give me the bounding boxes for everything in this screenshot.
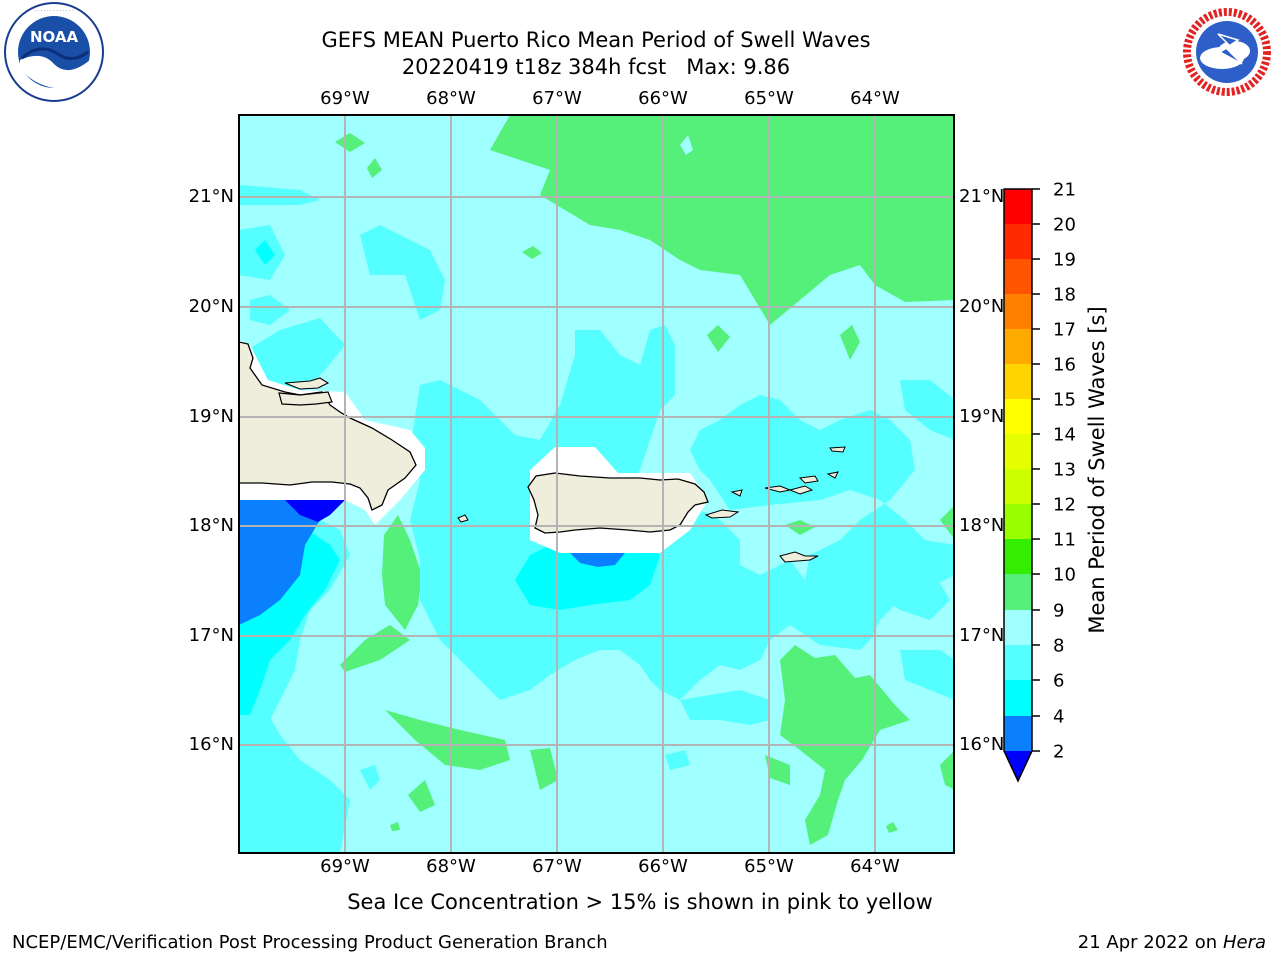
colorbar-tick-label: 8 <box>1053 635 1065 657</box>
lon-label-bottom: 65°W <box>744 856 794 877</box>
svg-text:. . . . . . . . . . . . .: . . . . . . . . . . . . . <box>34 7 74 13</box>
nws-logo-icon <box>1183 8 1271 96</box>
colorbar-tick-label: 16 <box>1053 354 1076 376</box>
map-frame <box>238 114 955 854</box>
colorbar-tick-label: 9 <box>1053 600 1065 622</box>
colorbar-tick-label: 17 <box>1053 319 1076 341</box>
colorbar-tick-label: 21 <box>1053 179 1076 201</box>
lat-label-left: 18°N <box>188 515 234 536</box>
colorbar-tick-label: 10 <box>1053 564 1076 586</box>
puerto-rico-land <box>527 472 709 534</box>
noaa-logo-icon: NOAA . . . . . . . . . . . . . <box>4 2 104 102</box>
chart-title-line2: 20220419 t18z 384h fcst Max: 9.86 <box>401 55 791 79</box>
colorbar-tick-label: 4 <box>1053 706 1065 728</box>
lat-label-right: 16°N <box>959 734 1005 755</box>
lon-label-top: 65°W <box>744 88 794 109</box>
colorbar-tick-label: 15 <box>1053 389 1076 411</box>
colorbar-tick-label: 18 <box>1053 284 1076 306</box>
lat-label-left: 17°N <box>188 625 234 646</box>
lon-label-top: 68°W <box>426 88 476 109</box>
colorbar-tick-label: 2 <box>1053 741 1065 763</box>
footer-date-text: 21 Apr 2022 on <box>1077 932 1223 953</box>
lat-label-right: 21°N <box>959 186 1005 207</box>
lat-label-right: 18°N <box>959 515 1005 536</box>
contour-blue-southwest <box>239 500 345 625</box>
colorbar-tick-label: 14 <box>1053 424 1076 446</box>
colorbar-tick-label: 20 <box>1053 214 1076 236</box>
lat-label-right: 17°N <box>959 625 1005 646</box>
colorbar-tick-label: 12 <box>1053 494 1076 516</box>
colorbar-tick-label: 13 <box>1053 459 1076 481</box>
lat-label-left: 19°N <box>188 406 234 427</box>
contour-cyan-west <box>239 185 320 205</box>
map-gridlines <box>239 115 954 853</box>
lon-label-bottom: 64°W <box>850 856 900 877</box>
lon-label-bottom: 67°W <box>532 856 582 877</box>
contour-green-northeast <box>490 115 954 325</box>
footer-credit: NCEP/EMC/Verification Post Processing Pr… <box>12 932 608 953</box>
lon-label-top: 66°W <box>638 88 688 109</box>
colorbar-title: Mean Period of Swell Waves [s] <box>1085 306 1109 634</box>
footer-date: 21 Apr 2022 on Hera <box>1078 932 1266 953</box>
colorbar <box>1003 188 1040 783</box>
hispaniola-land <box>239 341 417 511</box>
lon-label-top: 69°W <box>320 88 370 109</box>
colorbar-tick-label: 11 <box>1053 529 1076 551</box>
lon-label-bottom: 68°W <box>426 856 476 877</box>
lon-label-bottom: 69°W <box>320 856 370 877</box>
colorbar-tick-label: 19 <box>1053 249 1076 271</box>
lon-label-top: 64°W <box>850 88 900 109</box>
svg-text:NOAA: NOAA <box>30 28 79 46</box>
lon-label-top: 67°W <box>532 88 582 109</box>
sea-ice-note: Sea Ice Concentration > 15% is shown in … <box>347 890 933 914</box>
lat-label-right: 20°N <box>959 296 1005 317</box>
lat-label-left: 16°N <box>188 734 234 755</box>
lat-label-left: 20°N <box>188 296 234 317</box>
footer-host: Hera <box>1222 932 1266 953</box>
swell-period-field <box>239 115 954 853</box>
contour-aqua-south <box>515 540 660 610</box>
chart-title-line1: GEFS MEAN Puerto Rico Mean Period of Swe… <box>321 28 871 52</box>
lat-label-left: 21°N <box>188 186 234 207</box>
colorbar-tick-label: 6 <box>1053 670 1065 692</box>
lon-label-bottom: 66°W <box>638 856 688 877</box>
lat-label-right: 19°N <box>959 406 1005 427</box>
